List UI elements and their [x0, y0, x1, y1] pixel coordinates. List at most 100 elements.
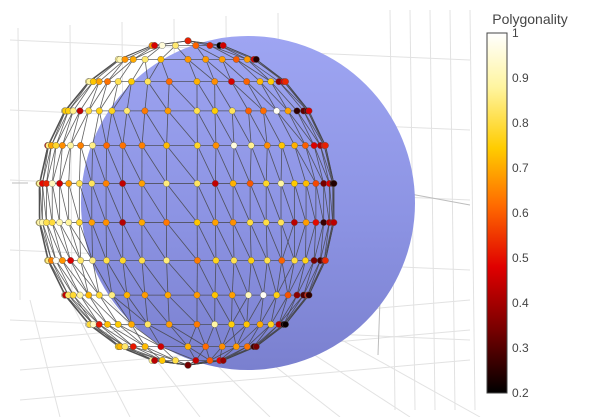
- colorbar-title: Polygonality: [492, 11, 568, 27]
- vertex-marker: [141, 56, 149, 63]
- vertex-marker: [321, 142, 329, 149]
- vertex-marker: [163, 219, 170, 226]
- vertex-marker: [123, 291, 131, 299]
- vertex-marker: [193, 78, 201, 86]
- vertex-marker: [48, 180, 56, 187]
- vertex-marker: [305, 107, 313, 115]
- vertex-marker: [330, 180, 338, 187]
- colorbar-tick-label: 0.3: [512, 341, 529, 355]
- vertex-marker: [229, 219, 237, 226]
- vertex-marker: [301, 257, 309, 264]
- vertex-marker: [89, 142, 97, 149]
- vertex-marker: [89, 320, 97, 328]
- vertex-marker: [88, 219, 96, 226]
- vertex-marker: [232, 343, 240, 350]
- vertex-marker: [52, 257, 60, 264]
- vertex-marker: [301, 142, 309, 149]
- vertex-marker: [193, 320, 201, 328]
- vertex-marker: [228, 291, 236, 299]
- vertex-marker: [119, 180, 127, 187]
- vertex-marker: [129, 343, 137, 350]
- vertex-marker: [245, 291, 252, 299]
- vertex-marker: [108, 107, 116, 115]
- colorbar-tick-label: 0.5: [512, 251, 529, 265]
- vertex-marker: [290, 219, 298, 226]
- vertex-marker: [228, 320, 235, 328]
- vertex-marker: [277, 180, 285, 187]
- vertex-marker: [119, 142, 127, 149]
- vertex-marker: [151, 357, 159, 364]
- vertex-marker: [102, 180, 110, 187]
- vertex-marker: [138, 180, 146, 187]
- vertex-marker: [206, 357, 214, 364]
- vertex-marker: [69, 291, 77, 299]
- vertex-marker: [77, 142, 85, 149]
- vertex-marker: [164, 107, 172, 115]
- vertex-marker: [252, 56, 260, 63]
- vertex-marker: [282, 320, 289, 328]
- vertex-marker: [263, 257, 271, 264]
- vertex-marker: [259, 291, 267, 299]
- vertex-marker: [172, 42, 179, 49]
- vertex-marker: [321, 257, 329, 264]
- vertex-marker: [102, 219, 110, 226]
- vertex-marker: [157, 56, 165, 63]
- vertex-marker: [65, 219, 73, 226]
- vertex-marker: [165, 320, 173, 328]
- vertex-marker: [158, 42, 166, 49]
- vertex-marker: [76, 291, 84, 299]
- vertex-marker: [302, 180, 310, 187]
- vertex-marker: [211, 78, 219, 86]
- vertex-marker: [211, 180, 219, 187]
- vertex-marker: [212, 142, 220, 149]
- vertex-marker: [211, 291, 219, 299]
- vertex-marker: [211, 107, 219, 115]
- vertex-marker: [246, 219, 254, 226]
- vertex-marker: [141, 291, 149, 299]
- colorbar: Polygonality 1 0.9 0.8 0.7 0.6 0.5 0.4 0.3 0.2: [486, 11, 568, 400]
- vertex-marker: [67, 142, 75, 149]
- vertex-marker: [305, 291, 313, 299]
- vertex-marker: [259, 107, 267, 115]
- vertex-marker: [228, 78, 235, 86]
- vertex-marker: [193, 219, 201, 226]
- vertex-marker: [246, 180, 254, 187]
- vertex-marker: [278, 257, 286, 264]
- vertex-marker: [119, 257, 127, 264]
- vertex-marker: [121, 343, 129, 350]
- vertex-marker: [184, 343, 192, 350]
- vertex-marker: [243, 320, 251, 328]
- colorbar-tick-label: 0.2: [512, 386, 529, 400]
- colorbar-tick-label: 0.9: [512, 71, 529, 85]
- vertex-marker: [138, 257, 146, 264]
- vertex-marker: [103, 142, 111, 149]
- vertex-marker: [263, 142, 271, 149]
- vertex-marker: [157, 343, 165, 350]
- vertex-marker: [158, 357, 166, 364]
- sphere-surface: [81, 36, 415, 370]
- vertex-marker: [65, 180, 73, 187]
- vertex-marker: [243, 78, 251, 86]
- vertex-marker: [48, 219, 56, 226]
- vertex-marker: [206, 42, 214, 49]
- vertex-marker: [89, 78, 97, 86]
- vertex-marker: [165, 78, 173, 86]
- colorbar-tick-label: 0.6: [512, 206, 529, 220]
- vertex-marker: [95, 291, 103, 299]
- vertex-marker: [56, 219, 63, 226]
- vertex-marker: [77, 257, 85, 264]
- vertex-marker: [114, 320, 122, 328]
- vertex-marker: [88, 180, 96, 187]
- vertex-marker: [76, 107, 84, 115]
- colorbar-tick-label: 1: [512, 26, 519, 40]
- vertex-marker: [163, 180, 170, 187]
- vertex-marker: [273, 291, 281, 299]
- colorbar-tick-label: 0.8: [512, 116, 529, 130]
- vertex-marker: [219, 357, 227, 364]
- vertex-marker: [284, 107, 292, 115]
- vertex-marker: [59, 257, 66, 264]
- vertex-marker: [151, 42, 159, 49]
- vertex-markers: [35, 37, 338, 369]
- vertex-marker: [114, 78, 122, 86]
